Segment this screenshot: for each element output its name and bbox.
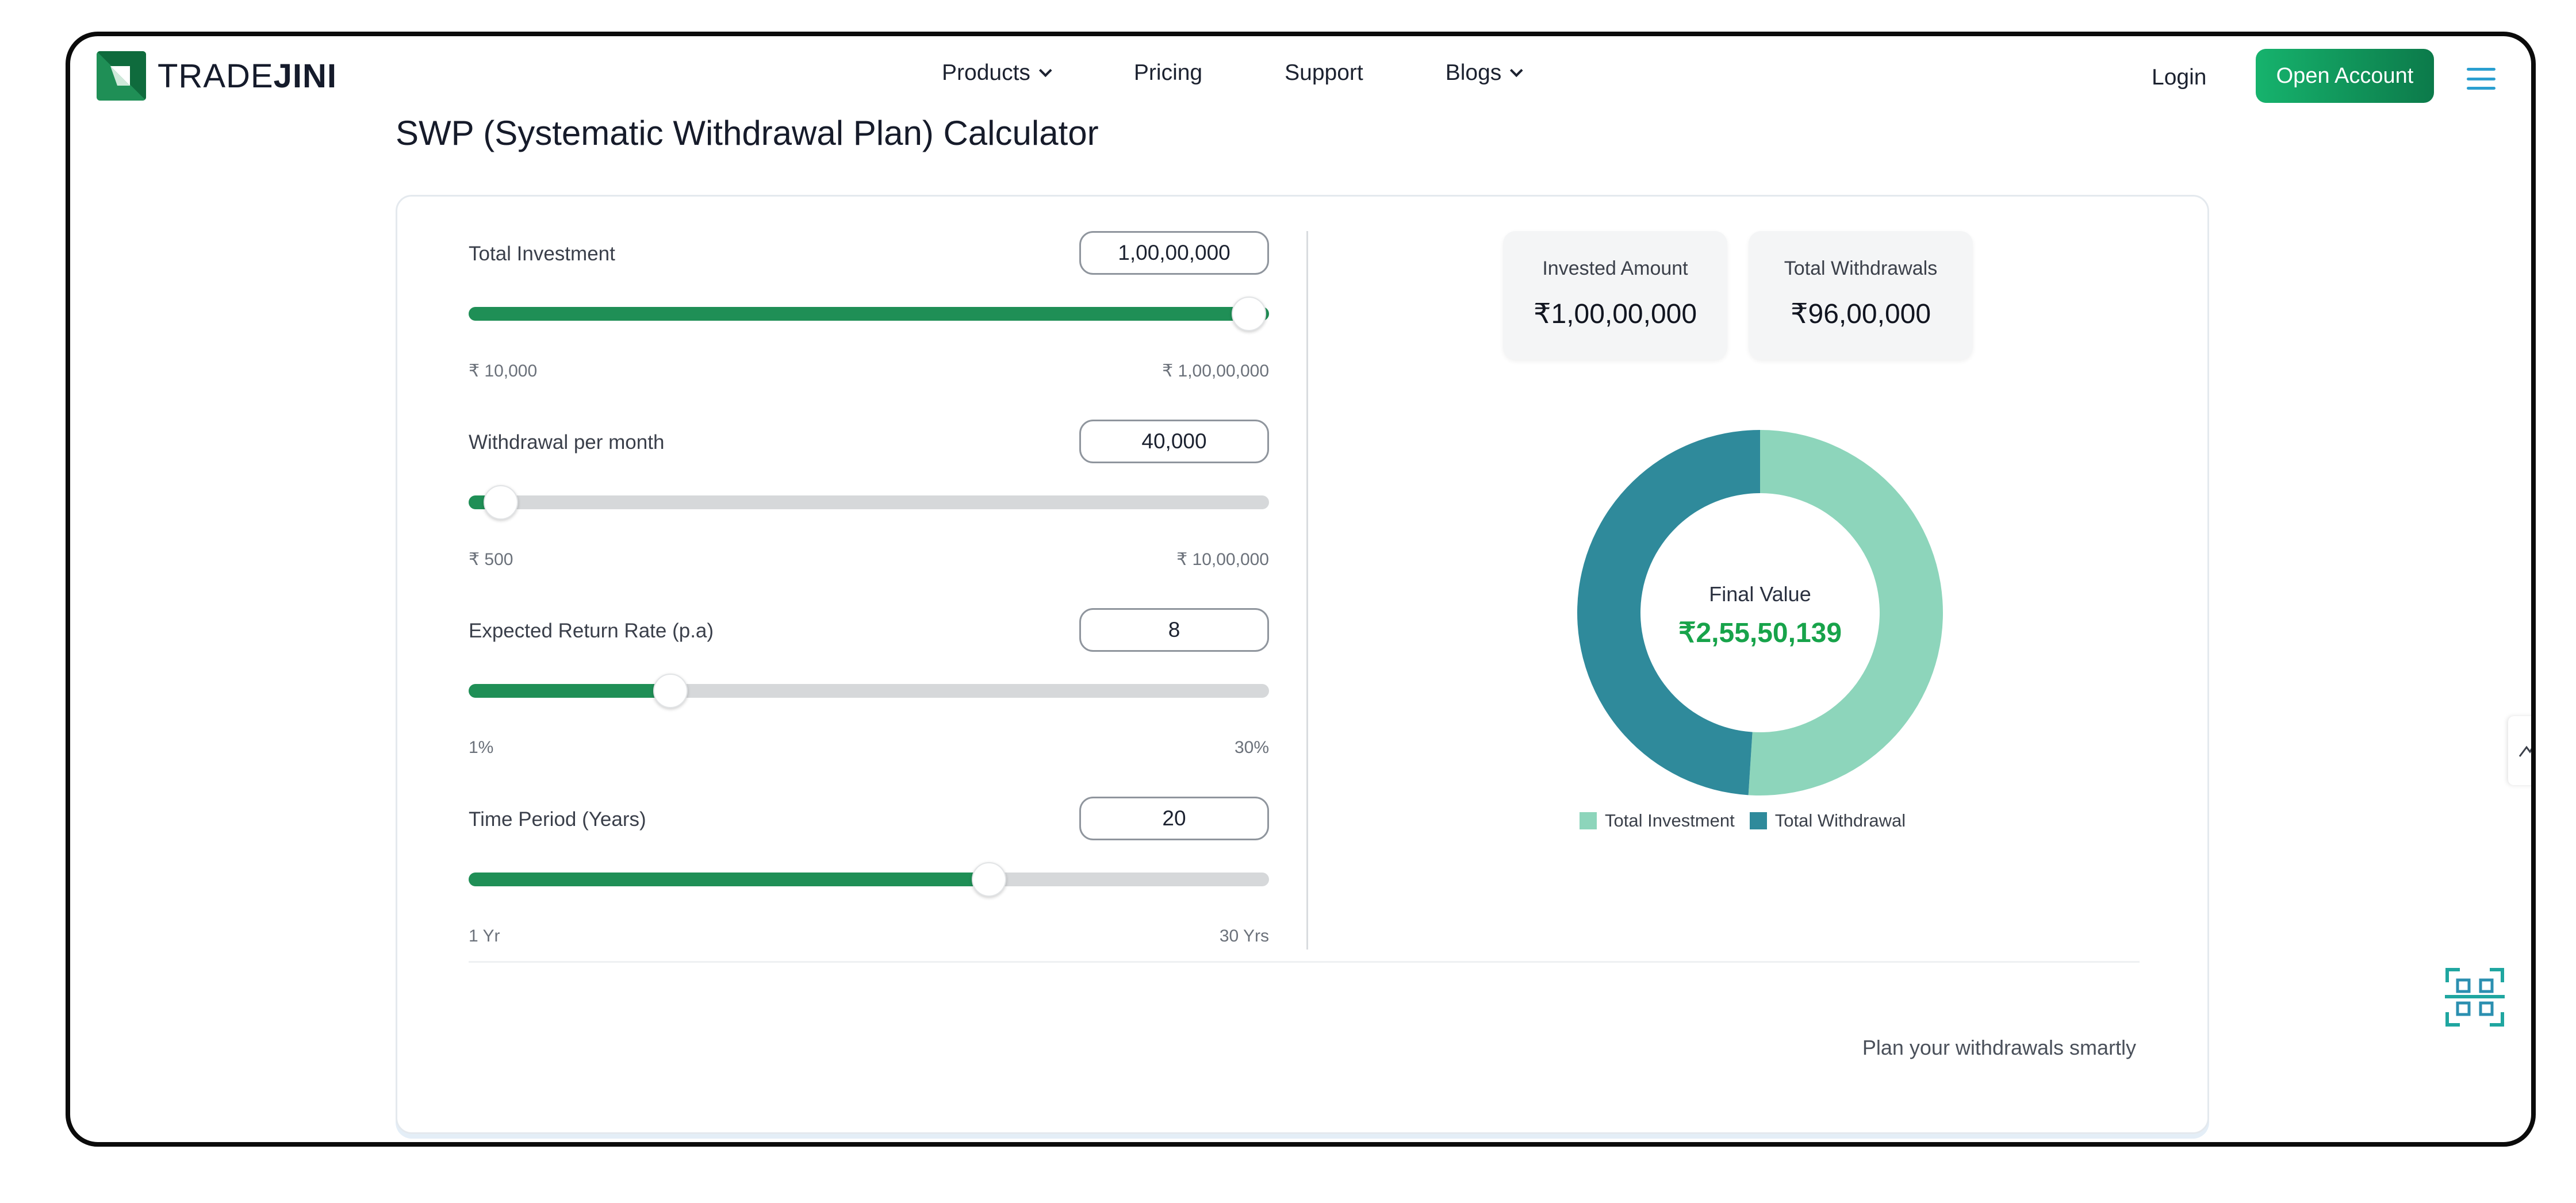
donut-segment-total-investment bbox=[1748, 430, 1943, 795]
return-rate-input[interactable] bbox=[1079, 608, 1269, 652]
main-nav: Products Pricing Support Blogs bbox=[942, 60, 1523, 86]
nav-item-label: Blogs bbox=[1445, 60, 1502, 85]
nav-item-pricing[interactable]: Pricing bbox=[1134, 60, 1202, 86]
donut-chart bbox=[1577, 430, 1943, 795]
total-investment-input[interactable] bbox=[1079, 231, 1269, 275]
range-max-label: ₹ 1,00,00,000 bbox=[1162, 362, 1269, 380]
legend-item-investment: Total Investment bbox=[1580, 810, 1735, 831]
range-max-label: 30% bbox=[1234, 738, 1269, 757]
browser-frame: TRADEJINI Products Pricing Support Blogs… bbox=[66, 32, 2536, 1147]
return-rate-slider[interactable] bbox=[469, 674, 1269, 708]
range-max-label: ₹ 10,00,000 bbox=[1176, 550, 1269, 569]
legend-label: Total Investment bbox=[1605, 810, 1735, 831]
withdrawal-input[interactable] bbox=[1079, 420, 1269, 463]
slider-thumb[interactable] bbox=[971, 862, 1006, 897]
field-label: Time Period (Years) bbox=[469, 808, 646, 831]
slider-thumb[interactable] bbox=[1232, 297, 1267, 331]
invested-amount-card: Invested Amount ₹1,00,00,000 bbox=[1503, 231, 1727, 360]
open-account-button[interactable]: Open Account bbox=[2256, 49, 2434, 103]
horizontal-divider bbox=[469, 961, 2140, 963]
swp-calculator-card: Total Investment ₹ 10,000 ₹ 1,00,00,000 … bbox=[396, 195, 2209, 1134]
trend-arrow-icon bbox=[2518, 745, 2531, 757]
range-min-label: ₹ 500 bbox=[469, 550, 513, 569]
slider-thumb[interactable] bbox=[653, 674, 688, 708]
chevron-down-icon bbox=[1510, 64, 1523, 78]
donut-center: Final Value ₹2,55,50,139 bbox=[1576, 429, 1944, 797]
final-value-label: Final Value bbox=[1709, 582, 1811, 606]
calculator-inputs: Total Investment ₹ 10,000 ₹ 1,00,00,000 … bbox=[469, 231, 1269, 985]
final-value-donut: Final Value ₹2,55,50,139 bbox=[1576, 429, 1944, 797]
legend-label: Total Withdrawal bbox=[1774, 810, 1906, 831]
range-min-label: 1 Yr bbox=[469, 927, 500, 946]
legend-item-withdrawal: Total Withdrawal bbox=[1749, 810, 1906, 831]
field-label: Withdrawal per month bbox=[469, 431, 665, 453]
nav-item-products[interactable]: Products bbox=[942, 60, 1052, 86]
slider-fill bbox=[469, 684, 670, 698]
field-label: Total Investment bbox=[469, 243, 615, 265]
calculator-footer-text: Plan your withdrawals smartly bbox=[1862, 1036, 2136, 1059]
logo-text-light: TRADE bbox=[158, 57, 274, 95]
page-title: SWP (Systematic Withdrawal Plan) Calcula… bbox=[396, 114, 1099, 152]
field-label: Expected Return Rate (p.a) bbox=[469, 620, 714, 642]
qr-code-icon[interactable] bbox=[2445, 967, 2505, 1027]
hamburger-icon[interactable] bbox=[2467, 68, 2496, 90]
total-withdrawals-value: ₹96,00,000 bbox=[1790, 299, 1931, 329]
withdrawal-slider[interactable] bbox=[469, 485, 1269, 520]
final-value-amount: ₹2,55,50,139 bbox=[1678, 618, 1842, 648]
invested-amount-value: ₹1,00,00,000 bbox=[1533, 299, 1697, 329]
logo-text-bold: JINI bbox=[273, 57, 337, 95]
invested-amount-label: Invested Amount bbox=[1542, 257, 1688, 279]
vertical-divider bbox=[1306, 231, 1308, 950]
nav-item-label: Products bbox=[942, 60, 1030, 85]
tradejini-logo[interactable]: TRADEJINI bbox=[97, 51, 337, 101]
donut-legend: Total Investment Total Withdrawal bbox=[1580, 810, 1906, 831]
slider-thumb[interactable] bbox=[483, 485, 518, 520]
total-investment-slider[interactable] bbox=[469, 297, 1269, 331]
nav-item-label: Pricing bbox=[1133, 60, 1203, 85]
site-header: TRADEJINI Products Pricing Support Blogs… bbox=[70, 36, 2531, 122]
field-time-period: Time Period (Years) 1 Yr 30 Yrs bbox=[469, 797, 1269, 985]
total-withdrawals-card: Total Withdrawals ₹96,00,000 bbox=[1749, 231, 1973, 360]
slider-fill bbox=[469, 307, 1269, 321]
legend-swatch-withdrawal bbox=[1749, 812, 1767, 829]
range-min-label: 1% bbox=[469, 738, 494, 757]
total-withdrawals-label: Total Withdrawals bbox=[1784, 257, 1938, 279]
legend-swatch-investment bbox=[1580, 812, 1597, 829]
donut-segment-total-withdrawal bbox=[1577, 430, 1760, 795]
field-total-investment: Total Investment ₹ 10,000 ₹ 1,00,00,000 bbox=[469, 231, 1269, 420]
field-expected-return-rate: Expected Return Rate (p.a) 1% 30% bbox=[469, 608, 1269, 797]
chevron-down-icon bbox=[1038, 64, 1052, 78]
time-period-input[interactable] bbox=[1079, 797, 1269, 840]
logo-mark-icon bbox=[97, 51, 146, 101]
slider-fill bbox=[469, 873, 989, 886]
time-period-slider[interactable] bbox=[469, 862, 1269, 897]
side-feedback-tab[interactable] bbox=[2508, 716, 2531, 785]
login-link[interactable]: Login bbox=[2152, 65, 2207, 90]
range-max-label: 30 Yrs bbox=[1219, 927, 1269, 946]
logo-wordmark: TRADEJINI bbox=[158, 57, 337, 95]
nav-item-label: Support bbox=[1285, 60, 1363, 85]
field-withdrawal-per-month: Withdrawal per month ₹ 500 ₹ 10,00,000 bbox=[469, 420, 1269, 608]
nav-item-blogs[interactable]: Blogs bbox=[1445, 60, 1523, 86]
nav-item-support[interactable]: Support bbox=[1285, 60, 1363, 86]
range-min-label: ₹ 10,000 bbox=[469, 362, 538, 380]
